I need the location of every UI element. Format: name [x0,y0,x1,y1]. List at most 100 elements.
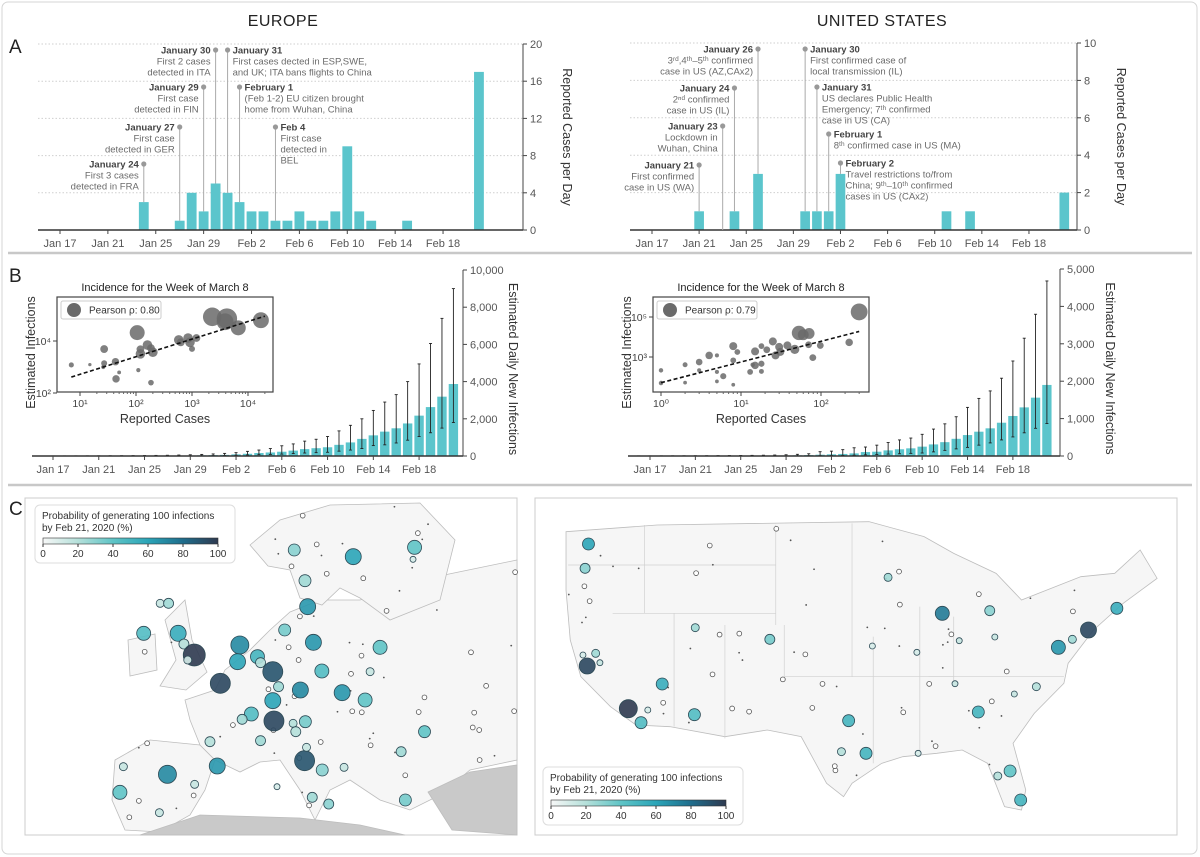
city-probability-marker [764,633,776,645]
city-probability-marker [306,791,318,803]
city-marker [358,652,365,659]
city-dot [689,647,692,650]
event-title: January 30 [810,45,860,56]
x-tick-label: Feb 18 [996,464,1030,476]
colorbar-tick-label: 40 [107,549,119,560]
event-text: First cases dected in ESP,SWE, [233,57,367,68]
city-dot [662,712,665,715]
city-probability-marker [991,633,999,641]
x-tick-label: Feb 14 [378,238,412,250]
map-legend: Probability of generating 100 infections… [542,766,744,826]
scatter-point [185,337,195,348]
us-land [565,521,1158,811]
map-legend-subtitle: by Feb 21, 2020 (%) [550,785,641,796]
city-marker [716,631,723,638]
city-marker [746,708,752,715]
turkey-region [427,764,518,836]
scatter-point [252,312,269,329]
panel-label-a: A [9,37,22,58]
scatter-point [682,362,688,368]
city-marker [586,598,593,604]
y-tick-label: 3,000 [1067,339,1095,351]
city-marker [693,570,699,576]
scatter-point [850,303,868,321]
bar [210,183,221,230]
y-tick-label: 12 [530,113,542,125]
city-dot [881,540,884,543]
map-legend-box [542,766,744,826]
y-tick-label: 10,000 [470,265,504,277]
panel-label-c: C [9,499,23,520]
scatter-point [768,337,777,346]
city-probability-marker [951,680,959,688]
scatter-point [101,360,108,367]
city-marker [926,681,932,687]
city-marker [729,705,735,712]
city-probability-marker [984,605,996,617]
scatter-point [734,349,741,355]
y-tick-label: 0 [530,225,536,237]
event-title: January 21 [644,161,694,172]
city-marker [317,739,324,745]
x-tick-label: Jan 21 [91,238,124,250]
city-dot [789,539,792,542]
event-title: January 27 [125,123,175,134]
city-probability-marker [409,555,417,563]
city-marker [415,709,422,715]
event-pin-dot [177,124,183,130]
city-marker [288,563,295,570]
scatter-point [758,368,764,374]
city-dot [277,552,280,555]
event-pin-dot [837,160,844,166]
city-probability-marker [333,684,351,702]
city-probability-marker [655,677,669,691]
bar [402,220,413,230]
y-tick-label: 10 [1084,38,1096,50]
city-probability-marker [273,783,281,791]
city-marker [512,569,518,575]
bar [354,211,365,230]
event-title: February 1 [834,130,883,141]
city-probability-marker [305,633,322,651]
city-probability-marker [596,659,604,667]
scatter-point [216,313,234,331]
city-probability-marker [264,692,282,710]
city-dot [170,641,173,644]
city-dot [855,774,858,777]
city-probability-marker [579,651,587,659]
event-pin-dot [236,84,243,90]
city-probability-marker [868,642,876,650]
city-dot [336,710,339,713]
city-dot [941,666,944,669]
city-probability-marker [591,648,601,658]
scatter-point [731,382,736,387]
event-title: February 1 [245,83,294,94]
inset-x-label: Reported Cases [716,412,806,426]
city-marker [932,743,939,749]
colorbar-tick-label: 20 [72,549,84,560]
city-marker [348,671,354,677]
inset-y-label: Estimated Infections [620,296,634,409]
event-pin-dot [201,84,207,90]
city-marker [471,709,477,716]
city-probability-marker [418,725,431,739]
panel-label-b: B [9,266,22,287]
city-probability-marker [365,667,375,677]
city-probability-marker [294,750,315,772]
city-dot [941,643,944,646]
city-probability-marker [290,726,302,738]
city-probability-marker [190,779,200,789]
event-text: Emergency; 7ᵗʰ confirmed [822,105,931,116]
x-tick-label: Jan 21 [82,464,115,476]
bar [174,220,185,230]
event-title: January 26 [703,45,753,56]
city-marker [897,601,903,608]
city-dot [421,538,424,541]
event-text: (Feb 1-2) EU citizen brought [245,94,365,105]
x-tick-label: Feb 2 [222,464,250,476]
city-probability-marker [208,757,226,775]
x-tick-label: Feb 10 [330,238,364,250]
city-probability-marker [914,749,922,757]
